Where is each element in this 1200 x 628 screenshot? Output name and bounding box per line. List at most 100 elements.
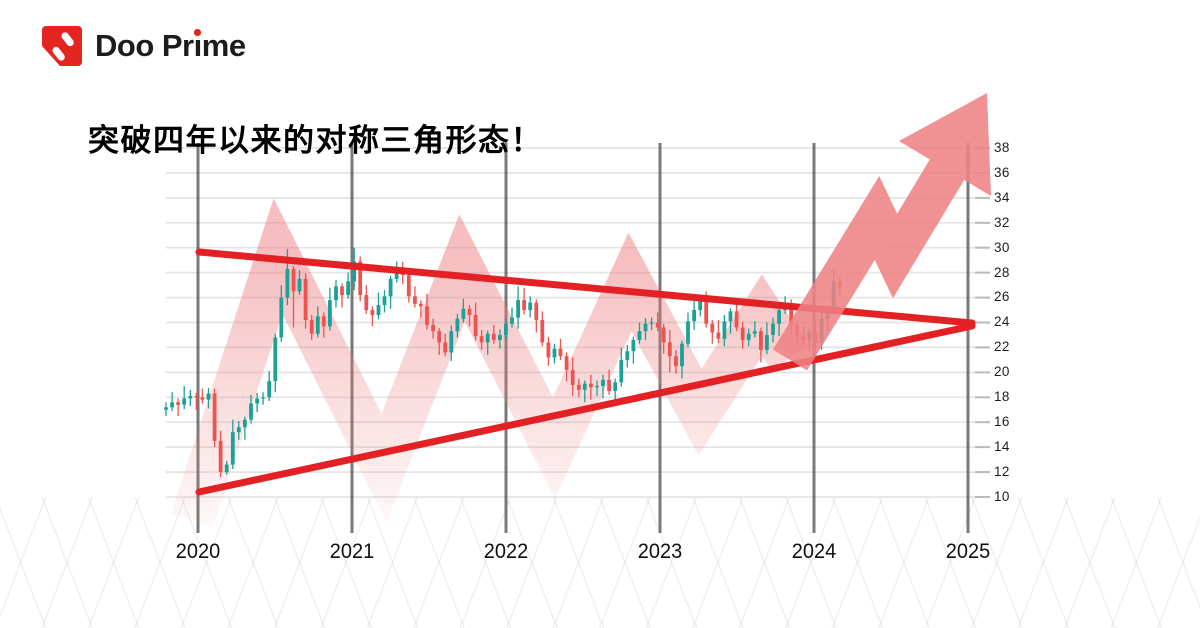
candle-body <box>182 398 187 405</box>
wordmark-text: Doo Pr <box>95 28 194 63</box>
candle-body <box>358 261 363 296</box>
y-axis-label: 14 <box>994 439 1010 454</box>
candle-body <box>188 396 193 399</box>
candle-body <box>589 383 593 388</box>
candle-body <box>388 278 393 297</box>
candle-body <box>334 286 338 301</box>
y-axis-label: 28 <box>994 265 1010 280</box>
y-axis-label: 20 <box>994 364 1010 379</box>
candle-body <box>297 278 302 292</box>
candle-body <box>710 323 715 333</box>
candle-body <box>613 382 618 391</box>
candle-body <box>461 308 466 319</box>
candle-body <box>243 419 247 428</box>
candle-body <box>734 311 739 328</box>
y-axis-label: 34 <box>994 190 1010 205</box>
candle-body <box>321 316 326 327</box>
candle-body <box>267 381 272 398</box>
candle-body <box>771 323 775 335</box>
candle-body <box>236 427 241 433</box>
candle-body <box>212 393 217 441</box>
candle-body <box>546 342 551 358</box>
candle-body <box>467 308 472 315</box>
lower-trendline <box>195 322 976 496</box>
candle-body <box>552 348 557 358</box>
wordmark-dotless-i: ı <box>193 28 203 63</box>
x-axis-label-2021: 2021 <box>329 540 375 563</box>
x-axis-label-2025: 2025 <box>945 540 991 563</box>
candle-body <box>303 278 308 320</box>
candle-body <box>425 306 429 325</box>
x-axis-label-2022: 2022 <box>483 540 529 563</box>
candle-body <box>200 397 205 400</box>
breakout-arrow-head <box>899 93 991 196</box>
candle-body <box>340 286 344 296</box>
candle-body <box>728 311 733 322</box>
breakout-arrow-shaft <box>772 157 966 371</box>
candle-body <box>370 310 375 315</box>
candle-body <box>291 268 296 292</box>
candle-body <box>595 386 599 388</box>
candle-body <box>637 331 642 340</box>
headline: 突破四年以来的对称三角形态！ <box>88 122 543 158</box>
candle-body <box>674 356 678 367</box>
candle-body <box>255 398 259 404</box>
candle-body <box>473 315 478 337</box>
candle-body <box>261 397 265 399</box>
y-axis-label: 30 <box>994 240 1010 255</box>
candle-body <box>746 333 751 340</box>
candle-body <box>582 383 587 390</box>
candle-body <box>716 332 721 339</box>
candle-body <box>437 331 442 343</box>
candle-body <box>224 464 229 473</box>
y-axis-label: 12 <box>994 464 1010 479</box>
doo-prime-logo-icon <box>42 26 82 66</box>
candle-body <box>352 261 357 282</box>
candle-body <box>504 323 508 335</box>
candle-body <box>607 379 611 391</box>
candle-body <box>534 302 539 321</box>
x-axis-label-2024: 2024 <box>791 540 837 563</box>
doo-prime-logo: Doo Pr ıme <box>42 26 246 66</box>
candle-body <box>540 320 545 343</box>
candle-body <box>510 317 514 324</box>
candle-body <box>631 339 636 352</box>
candle-body <box>285 268 290 298</box>
y-axis-label: 32 <box>994 215 1010 230</box>
candle-body <box>740 327 745 340</box>
wordmark-i: ı <box>193 26 203 66</box>
y-axis-label: 16 <box>994 414 1010 429</box>
candle-body <box>698 301 703 310</box>
candle-body <box>194 396 199 398</box>
candle-body <box>328 300 332 327</box>
candle-body <box>649 322 654 324</box>
candle-body <box>686 321 690 344</box>
candle-body <box>667 342 672 357</box>
candle-body <box>625 351 630 360</box>
candle-body <box>413 296 417 304</box>
candle-body <box>661 327 666 343</box>
breakout-arrow <box>772 93 991 371</box>
candle-body <box>218 440 223 473</box>
candle-body <box>522 300 526 311</box>
y-axis-label: 24 <box>994 314 1010 329</box>
candlestick-series <box>164 247 842 478</box>
candle-body <box>479 336 484 343</box>
candle-body <box>752 331 757 334</box>
candle-body <box>528 302 533 311</box>
candle-body <box>309 320 314 334</box>
candle-body <box>564 356 569 370</box>
candle-body <box>498 335 502 340</box>
candle-body <box>406 275 411 297</box>
candle-body <box>279 297 284 338</box>
candle-body <box>692 310 696 322</box>
candle-body <box>601 379 605 386</box>
candle-body <box>364 295 369 311</box>
candle-body <box>376 305 381 316</box>
candle-body <box>176 402 180 405</box>
candle-body <box>449 331 454 353</box>
candle-body <box>249 403 253 420</box>
wordmark-text: me <box>201 28 246 63</box>
candle-body <box>273 337 278 382</box>
